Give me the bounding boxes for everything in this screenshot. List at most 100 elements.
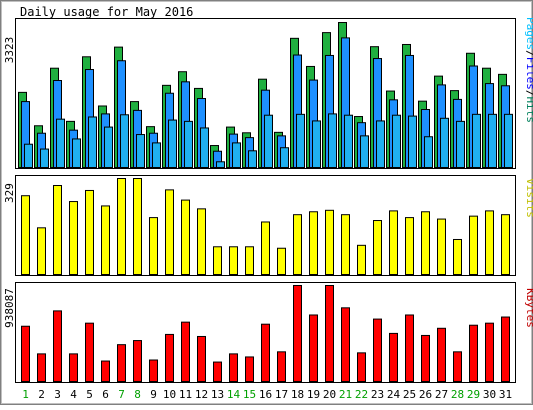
day-label: 30	[483, 388, 496, 401]
pages-bar	[472, 113, 481, 168]
pages-bar	[392, 114, 401, 168]
kbytes-bar	[501, 316, 510, 383]
kbytes-legend: KBytes	[524, 288, 533, 328]
kbytes-bar	[421, 334, 430, 382]
visits-bar	[405, 217, 414, 276]
kbytes-bar	[357, 352, 366, 383]
pages-bar	[232, 142, 241, 168]
visits-bar	[165, 189, 174, 276]
visits-bar	[453, 238, 462, 275]
visits-bar	[69, 201, 78, 275]
visits-bar	[197, 208, 206, 276]
kbytes-bar	[197, 335, 206, 383]
visits-bar	[421, 211, 430, 275]
hits-legend: Hits	[524, 97, 533, 124]
pages-bar	[56, 118, 65, 169]
visits-bar	[37, 227, 46, 275]
pages-bar	[424, 136, 433, 168]
day-label: 8	[134, 388, 141, 401]
visits-bar	[181, 199, 190, 276]
day-label: 17	[275, 388, 288, 401]
kbytes-bar	[101, 360, 110, 382]
pages-bar	[488, 113, 497, 168]
visits-bar	[85, 189, 94, 276]
chart-title: Daily usage for May 2016	[20, 5, 193, 19]
kbytes-bar	[309, 314, 318, 383]
pages-bar	[72, 138, 81, 168]
visits-bar	[501, 214, 510, 276]
pages-bar	[456, 120, 465, 168]
day-label: 10	[163, 388, 176, 401]
kbytes-bar	[325, 285, 334, 382]
kbytes-bar	[165, 333, 174, 382]
day-label: 19	[307, 388, 320, 401]
pages-bar	[328, 113, 337, 168]
pages-bar	[120, 114, 129, 168]
visits-bar	[389, 210, 398, 275]
day-label: 28	[451, 388, 464, 401]
pages-legend: Pages	[524, 17, 533, 50]
pages-bar	[264, 114, 273, 168]
visits-bar	[53, 185, 62, 275]
day-label: 2	[38, 388, 45, 401]
visits-bar	[357, 244, 366, 275]
visits-bar	[133, 178, 142, 275]
day-label: 25	[403, 388, 416, 401]
visits-bar	[117, 178, 126, 275]
visits-bar	[325, 209, 334, 275]
pages-bar	[168, 119, 177, 169]
kbytes-bar	[485, 322, 494, 382]
hits-max-label: 3323	[3, 37, 16, 64]
kbytes-bar	[85, 322, 94, 382]
day-label: 29	[467, 388, 480, 401]
kbytes-bar	[133, 340, 142, 383]
day-label: 16	[259, 388, 272, 401]
kbytes-bar	[21, 325, 30, 382]
visits-bar	[309, 211, 318, 275]
visits-bar	[245, 246, 254, 275]
day-label: 23	[371, 388, 384, 401]
kbytes-bar	[53, 310, 62, 382]
day-label: 6	[102, 388, 109, 401]
visits-bar	[21, 195, 30, 275]
day-label: 15	[243, 388, 256, 401]
day-label: 9	[150, 388, 157, 401]
kbytes-bar	[69, 353, 78, 382]
kbytes-bar	[469, 324, 478, 382]
pages-bar	[376, 120, 385, 168]
day-labels: 1 2 3 4 5 6 7 8 9 10 11 12 13 14 15 16 17 18 19 20 21 22 23 24 2…	[22, 388, 512, 401]
day-label: 18	[291, 388, 304, 401]
pages-bar	[24, 143, 33, 168]
visits-bar	[293, 214, 302, 276]
kbytes-bar	[261, 323, 270, 383]
day-label: 4	[70, 388, 77, 401]
kbytes-bar	[181, 321, 190, 383]
kbytes-bar	[373, 318, 382, 382]
visits-bar	[437, 218, 446, 275]
kbytes-bar	[453, 351, 462, 382]
pages-bar	[312, 120, 321, 168]
day-label: 22	[355, 388, 368, 401]
kbytes-bar	[245, 356, 254, 383]
legend-slash-1: /	[524, 50, 533, 57]
day-label: 7	[118, 388, 125, 401]
pages-bar	[408, 115, 417, 168]
day-label: 20	[323, 388, 336, 401]
kbytes-bar	[229, 353, 238, 382]
pages-bar	[280, 147, 289, 169]
visits-max-label: 329	[3, 183, 16, 203]
day-label: 14	[227, 388, 241, 401]
visits-bar	[261, 221, 270, 275]
day-label: 3	[54, 388, 61, 401]
kbytes-bars	[21, 285, 510, 383]
day-label: 1	[22, 388, 29, 401]
visits-bar	[469, 215, 478, 276]
kbytes-bar	[149, 359, 158, 383]
visits-bar	[149, 217, 158, 276]
kbytes-bar	[437, 327, 446, 382]
visits-bars	[21, 178, 510, 276]
pages-bar	[344, 114, 353, 168]
visits-bar	[277, 247, 286, 275]
kbytes-bar	[389, 332, 398, 383]
kbytes-bar	[341, 307, 350, 383]
